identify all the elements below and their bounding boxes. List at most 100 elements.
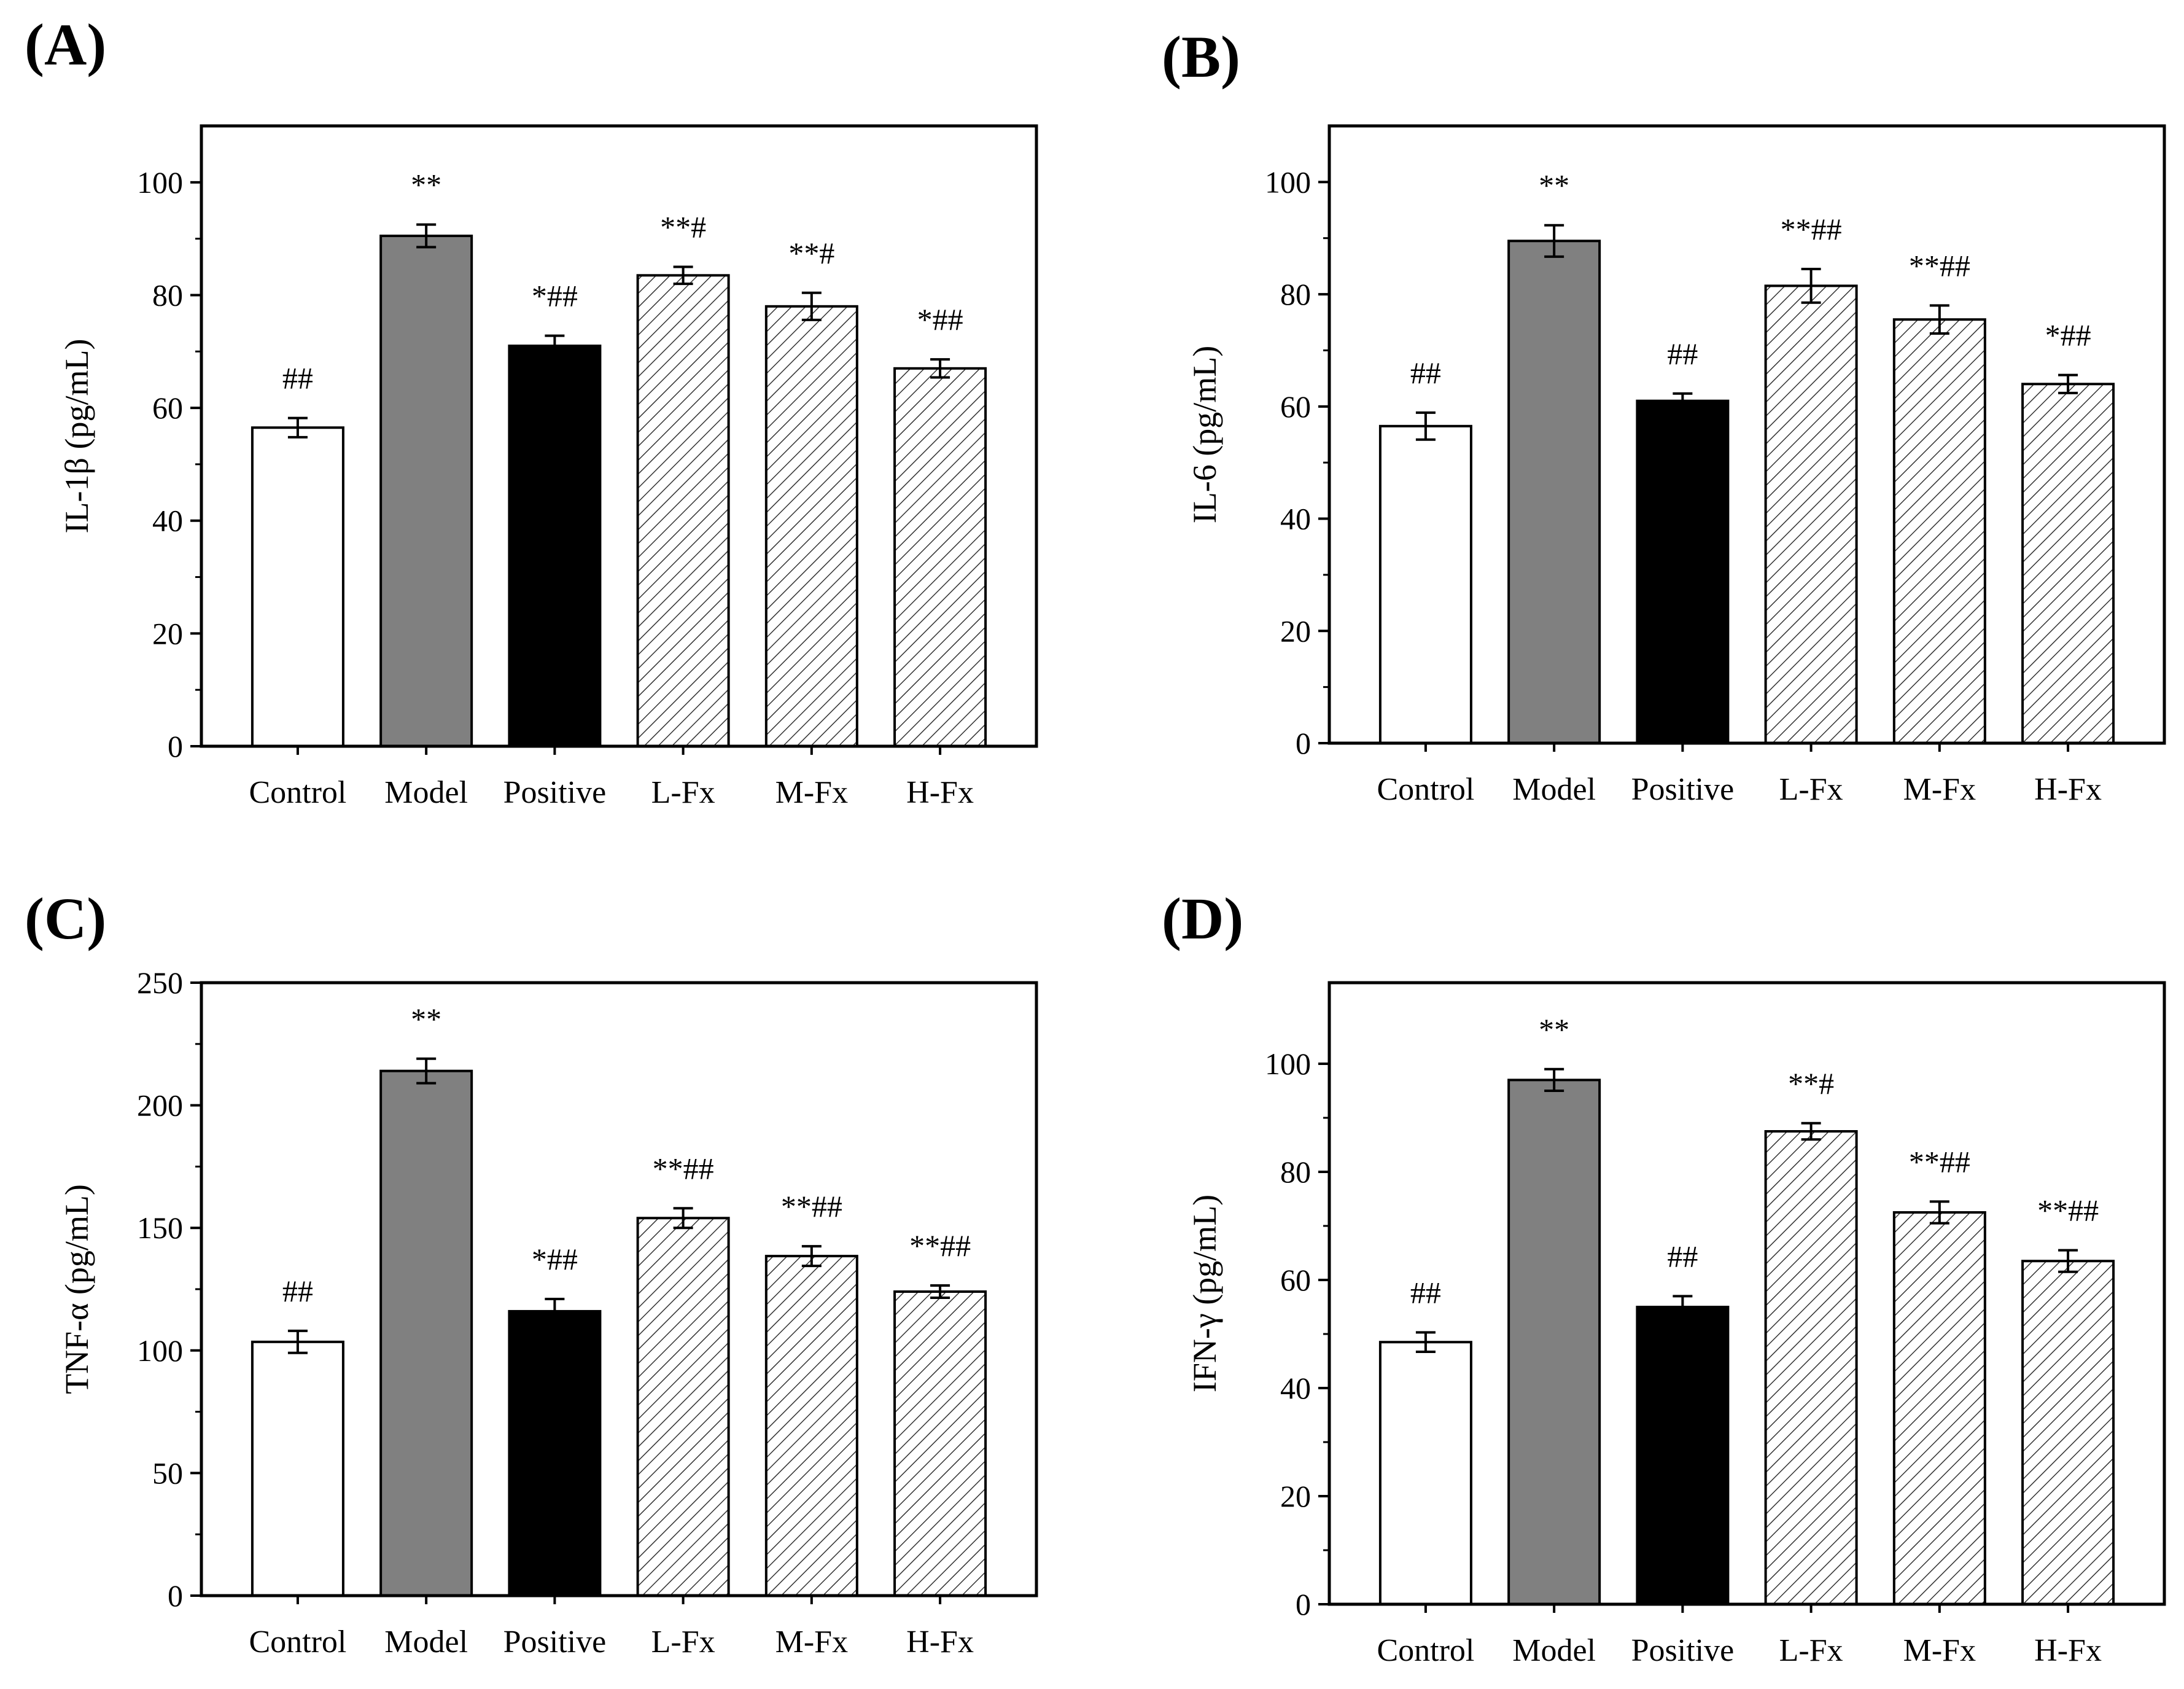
category-label: M-Fx	[1903, 772, 1976, 807]
y-tick-label: 20	[1280, 614, 1311, 648]
error-bar	[287, 1329, 308, 1354]
y-tick-label: 0	[1296, 1587, 1311, 1621]
significance-label: **#	[660, 210, 706, 244]
bar-control	[1378, 1341, 1472, 1605]
category-label: M-Fx	[775, 1625, 848, 1660]
significance-label: *##	[532, 1242, 578, 1276]
error-bar	[416, 1057, 437, 1085]
significance-label: *##	[532, 279, 578, 313]
category-label: Positive	[1631, 1633, 1735, 1668]
panel-label: (D)	[1162, 886, 1243, 951]
category-label: Model	[1512, 772, 1596, 807]
category-label: Model	[1512, 1633, 1596, 1668]
category-label: H-Fx	[906, 775, 974, 810]
error-bar	[1415, 411, 1436, 441]
error-bar	[1801, 1121, 1821, 1141]
significance-label: **##	[909, 1228, 971, 1263]
error-bar	[673, 265, 693, 286]
error-bar	[1544, 224, 1564, 258]
y-tick-label: 60	[152, 391, 183, 425]
bar-positive	[508, 1309, 602, 1597]
error-bar	[287, 416, 308, 439]
bar-l-fx	[636, 1217, 730, 1597]
y-tick-label: 20	[152, 616, 183, 650]
error-bar	[1929, 1200, 1949, 1225]
error-bar	[1673, 392, 1693, 410]
category-label: Control	[1377, 1633, 1474, 1668]
category-label: H-Fx	[2034, 772, 2102, 807]
y-tick-label: 150	[137, 1211, 183, 1245]
significance-label: **#	[788, 236, 834, 270]
y-tick-label: 80	[1280, 277, 1311, 311]
category-label: H-Fx	[906, 1625, 974, 1660]
y-tick-label: 20	[1280, 1479, 1311, 1513]
y-tick-label: 200	[137, 1088, 183, 1123]
plot-frame	[1327, 981, 2166, 1606]
bar-model	[1507, 240, 1601, 744]
category-label: L-Fx	[651, 775, 715, 810]
category-label: Model	[384, 1625, 468, 1660]
y-tick-label: 80	[152, 278, 183, 312]
bar-model	[1507, 1079, 1601, 1605]
significance-label: **	[1539, 168, 1569, 203]
bar-control	[251, 426, 344, 747]
error-bar	[2058, 373, 2078, 394]
panel-label: (C)	[25, 886, 106, 951]
bar-control	[251, 1340, 344, 1597]
y-tick-label: 100	[1265, 1047, 1311, 1081]
category-label: H-Fx	[2034, 1633, 2102, 1668]
significance-label: **	[411, 1002, 441, 1036]
bar-control	[1378, 424, 1472, 744]
y-axis-title: TNF-α (pg/mL)	[58, 1184, 95, 1394]
y-tick-label: 40	[1280, 502, 1311, 536]
error-bar	[1929, 304, 1949, 335]
category-label: Control	[249, 1625, 346, 1660]
bar-m-fx	[764, 1255, 858, 1597]
significance-label: ##	[282, 1274, 313, 1308]
y-axis-title: IL-6 (pg/mL)	[1186, 346, 1223, 523]
error-bar	[1544, 1067, 1564, 1092]
bar-m-fx	[764, 305, 858, 747]
panel-label: (A)	[25, 12, 106, 77]
bar-l-fx	[1764, 284, 1858, 744]
bar-m-fx	[1892, 318, 1986, 744]
bar-l-fx	[636, 274, 730, 747]
error-bar	[1801, 267, 1821, 304]
panel-d: (D) ## Control ** Model ## Positive **# L-Fx **##…	[1162, 886, 2166, 1668]
y-tick-label: 0	[168, 729, 183, 763]
category-label: L-Fx	[651, 1625, 715, 1660]
category-label: Control	[1377, 772, 1474, 807]
error-bar	[801, 291, 822, 321]
y-tick-label: 60	[1280, 1263, 1311, 1297]
significance-label: **	[1539, 1012, 1569, 1047]
y-tick-label: 100	[137, 1333, 183, 1368]
category-label: M-Fx	[1903, 1633, 1976, 1668]
error-bar	[1415, 1331, 1436, 1354]
error-bar	[1673, 1295, 1693, 1319]
bar-positive	[508, 345, 602, 747]
category-label: L-Fx	[1779, 1633, 1843, 1668]
y-tick-label: 250	[137, 965, 183, 1000]
significance-label: *##	[2045, 318, 2091, 353]
significance-label: **##	[1781, 212, 1842, 246]
plot-frame	[200, 124, 1038, 748]
significance-label: ##	[1410, 1275, 1441, 1309]
plot-frame	[1327, 124, 2166, 745]
significance-label: ##	[1410, 356, 1441, 390]
significance-label: **##	[653, 1151, 714, 1185]
panel-c: (C) ## Control ** Model *## Positive **## L-Fx **…	[25, 886, 1038, 1660]
significance-label: **##	[2037, 1193, 2099, 1228]
bar-model	[379, 1069, 473, 1597]
error-bar	[2058, 1249, 2078, 1273]
category-label: Model	[384, 775, 468, 810]
error-bar	[416, 223, 437, 249]
error-bar	[801, 1245, 822, 1268]
bar-positive	[1636, 399, 1730, 744]
bar-positive	[1636, 1306, 1730, 1605]
significance-label: *##	[917, 302, 963, 337]
y-tick-label: 40	[1280, 1371, 1311, 1405]
significance-label: **	[411, 168, 441, 202]
y-tick-label: 100	[1265, 165, 1311, 199]
bar-l-fx	[1764, 1130, 1858, 1605]
